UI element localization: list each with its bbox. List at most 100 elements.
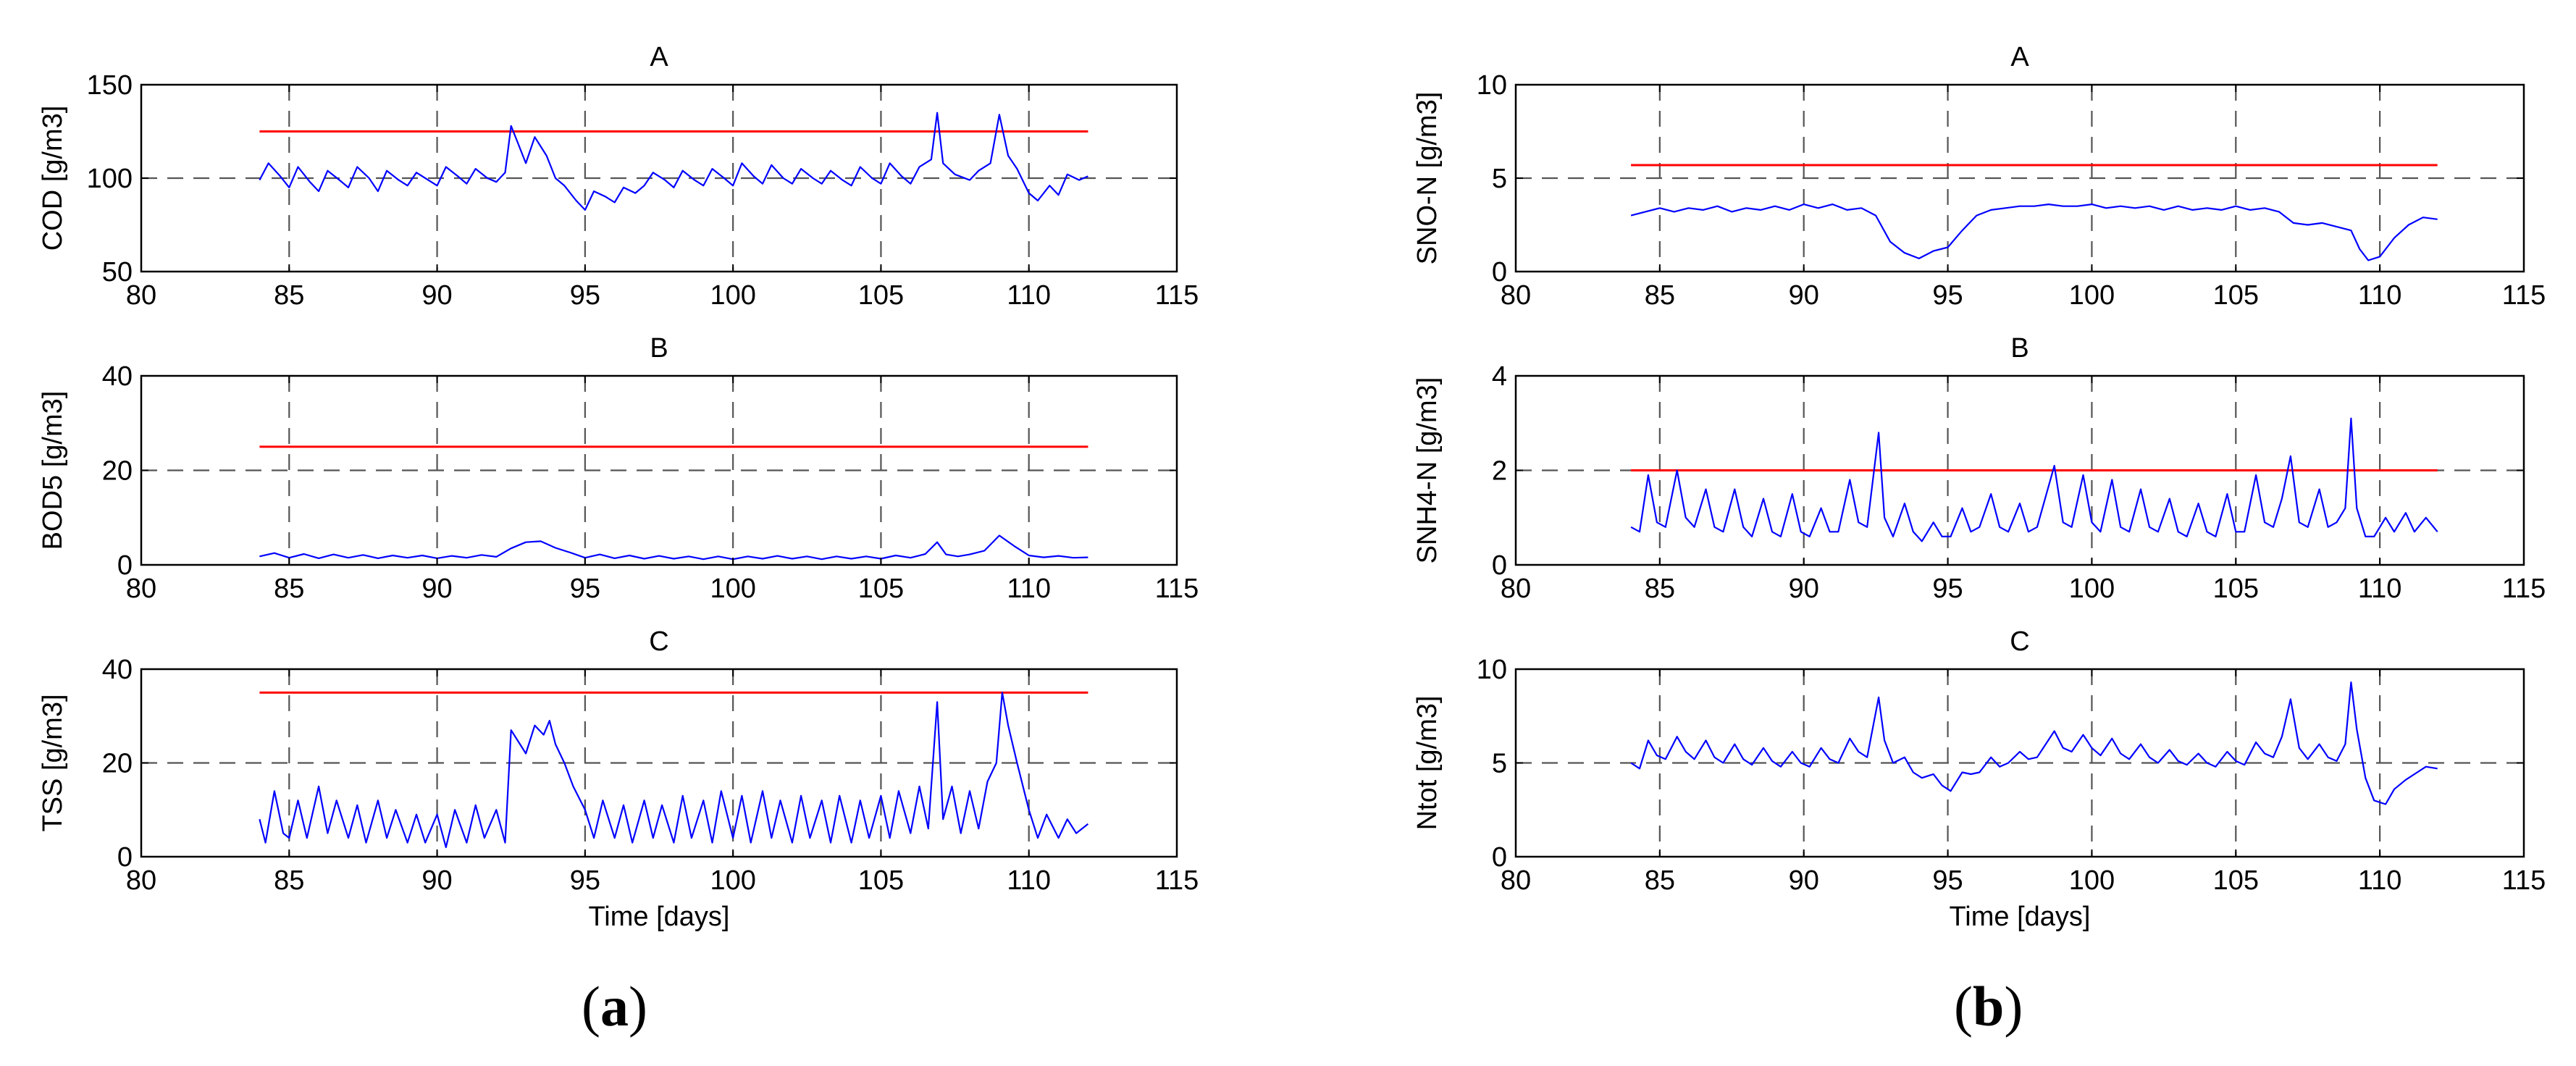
x-tick-label: 100 [710, 574, 755, 604]
x-tick-label: 100 [2069, 280, 2115, 311]
x-tick-label: 90 [1789, 280, 1819, 311]
y-axis-label: BOD5 [g/m3] [38, 391, 68, 550]
x-tick-label: 110 [1007, 280, 1051, 311]
subplot-title: B [2010, 333, 2029, 364]
x-tick-label: 95 [1932, 574, 1963, 604]
x-tick-label: 85 [274, 865, 304, 896]
x-tick-label: 90 [1789, 865, 1819, 896]
x-tick-label: 100 [2069, 574, 2115, 604]
series-line-bod5 [259, 534, 1088, 561]
caption-a: (a) [582, 974, 647, 1039]
x-tick-label: 105 [2213, 574, 2259, 604]
y-axis-label: TSS [g/m3] [38, 694, 68, 831]
x-tick-label: 80 [1501, 865, 1531, 896]
y-tick-label: 40 [102, 361, 133, 392]
subplot-title: C [649, 626, 668, 657]
x-tick-label: 80 [126, 280, 156, 311]
series-line-sno-n [1630, 203, 2438, 261]
y-tick-label: 20 [102, 456, 133, 487]
chart-b-a: 80 85 90 95 100 105 110 115 0 5 10 A SNO-N [g/m3] [1412, 42, 2546, 311]
y-axis-label: COD [g/m3] [38, 106, 68, 251]
x-tick-label: 95 [570, 865, 600, 896]
x-tick-label: 80 [1501, 574, 1531, 604]
x-tick-label: 85 [1645, 280, 1675, 311]
y-tick-label: 5 [1492, 749, 1507, 779]
x-tick-label: 95 [1932, 865, 1963, 896]
x-tick-label: 110 [2358, 865, 2402, 896]
x-tick-label: 105 [2213, 865, 2259, 896]
y-axis-label: SNH4-N [g/m3] [1412, 377, 1443, 564]
x-tick-label: 90 [421, 865, 452, 896]
subplot-title: A [2010, 42, 2029, 72]
x-tick-label: 110 [1007, 574, 1051, 604]
x-tick-label: 80 [126, 574, 156, 604]
chart-a-a: 80 85 90 95 100 105 110 115 50 100 150 A COD [g/m3] [38, 42, 1199, 311]
subplot-title: B [650, 333, 668, 364]
chart-a-b-plot-area [141, 376, 1177, 565]
series-line-ntot [1630, 681, 2438, 805]
x-tick-label: 90 [421, 280, 452, 311]
chart-a-c: 80 85 90 95 100 105 110 115 0 20 40 C TSS [g/m3] Time… [38, 626, 1199, 932]
x-tick-label: 90 [421, 574, 452, 604]
x-tick-label: 105 [858, 280, 904, 311]
series-line-snh4-n [1630, 417, 2438, 542]
y-tick-label: 50 [102, 257, 133, 288]
chart-a-c-plot-area [141, 669, 1177, 857]
y-tick-label: 0 [1492, 550, 1507, 581]
x-tick-label: 105 [858, 865, 904, 896]
x-tick-label: 115 [2502, 574, 2546, 604]
x-tick-label: 100 [2069, 865, 2115, 896]
series-line-tss [259, 692, 1089, 849]
x-tick-label: 85 [1645, 865, 1675, 896]
chart-b-c: 80 85 90 95 100 105 110 115 0 5 10 C Ntot [g/m3] Time… [1412, 626, 2546, 932]
x-tick-label: 80 [1501, 280, 1531, 311]
caption-a-letter: a [600, 975, 629, 1038]
caption-b-open: ( [1954, 975, 1973, 1038]
caption-a-open: ( [582, 975, 600, 1038]
y-tick-label: 10 [1477, 70, 1507, 101]
caption-a-close: ) [628, 975, 647, 1038]
x-tick-label: 105 [858, 574, 904, 604]
y-tick-label: 150 [87, 70, 133, 101]
chart-b-b: 80 85 90 95 100 105 110 115 0 2 4 B SNH4-N [g/m3] [1412, 333, 2546, 604]
x-tick-label: 110 [2358, 574, 2402, 604]
y-tick-label: 10 [1477, 655, 1507, 685]
y-tick-label: 0 [1492, 842, 1507, 873]
series-line-cod [259, 112, 1088, 211]
x-tick-label: 110 [1007, 865, 1051, 896]
chart-a-b: 80 85 90 95 100 105 110 115 0 20 40 B BOD5 [g/m3] [38, 333, 1199, 604]
x-tick-label: 115 [1155, 280, 1199, 311]
subplot-title: C [2010, 626, 2029, 657]
x-tick-label: 115 [2502, 280, 2546, 311]
y-axis-label: SNO-N [g/m3] [1412, 92, 1443, 265]
x-tick-label: 105 [2213, 280, 2259, 311]
x-tick-label: 115 [2502, 865, 2546, 896]
caption-b-close: ) [2004, 975, 2023, 1038]
x-tick-label: 85 [274, 574, 304, 604]
x-axis-label: Time [days] [1950, 902, 2091, 932]
y-tick-label: 2 [1492, 456, 1507, 487]
x-tick-label: 95 [570, 280, 600, 311]
x-tick-label: 80 [126, 865, 156, 896]
y-tick-label: 20 [102, 749, 133, 779]
x-tick-label: 95 [1932, 280, 1963, 311]
y-tick-label: 100 [87, 164, 133, 194]
x-tick-label: 115 [1155, 865, 1199, 896]
x-tick-label: 85 [1645, 574, 1675, 604]
caption-b-letter: b [1972, 975, 2005, 1038]
x-axis-label: Time [days] [589, 902, 730, 932]
x-tick-label: 110 [2358, 280, 2402, 311]
y-axis-label: Ntot [g/m3] [1412, 696, 1443, 831]
y-tick-label: 0 [117, 550, 133, 581]
y-tick-label: 40 [102, 655, 133, 685]
x-tick-label: 115 [1155, 574, 1199, 604]
x-tick-label: 100 [710, 280, 755, 311]
subplot-title: A [650, 42, 668, 72]
x-tick-label: 90 [1789, 574, 1819, 604]
x-tick-label: 85 [274, 280, 304, 311]
y-tick-label: 5 [1492, 164, 1507, 194]
caption-b: (b) [1954, 974, 2023, 1039]
x-tick-label: 100 [710, 865, 755, 896]
y-tick-label: 4 [1492, 361, 1507, 392]
